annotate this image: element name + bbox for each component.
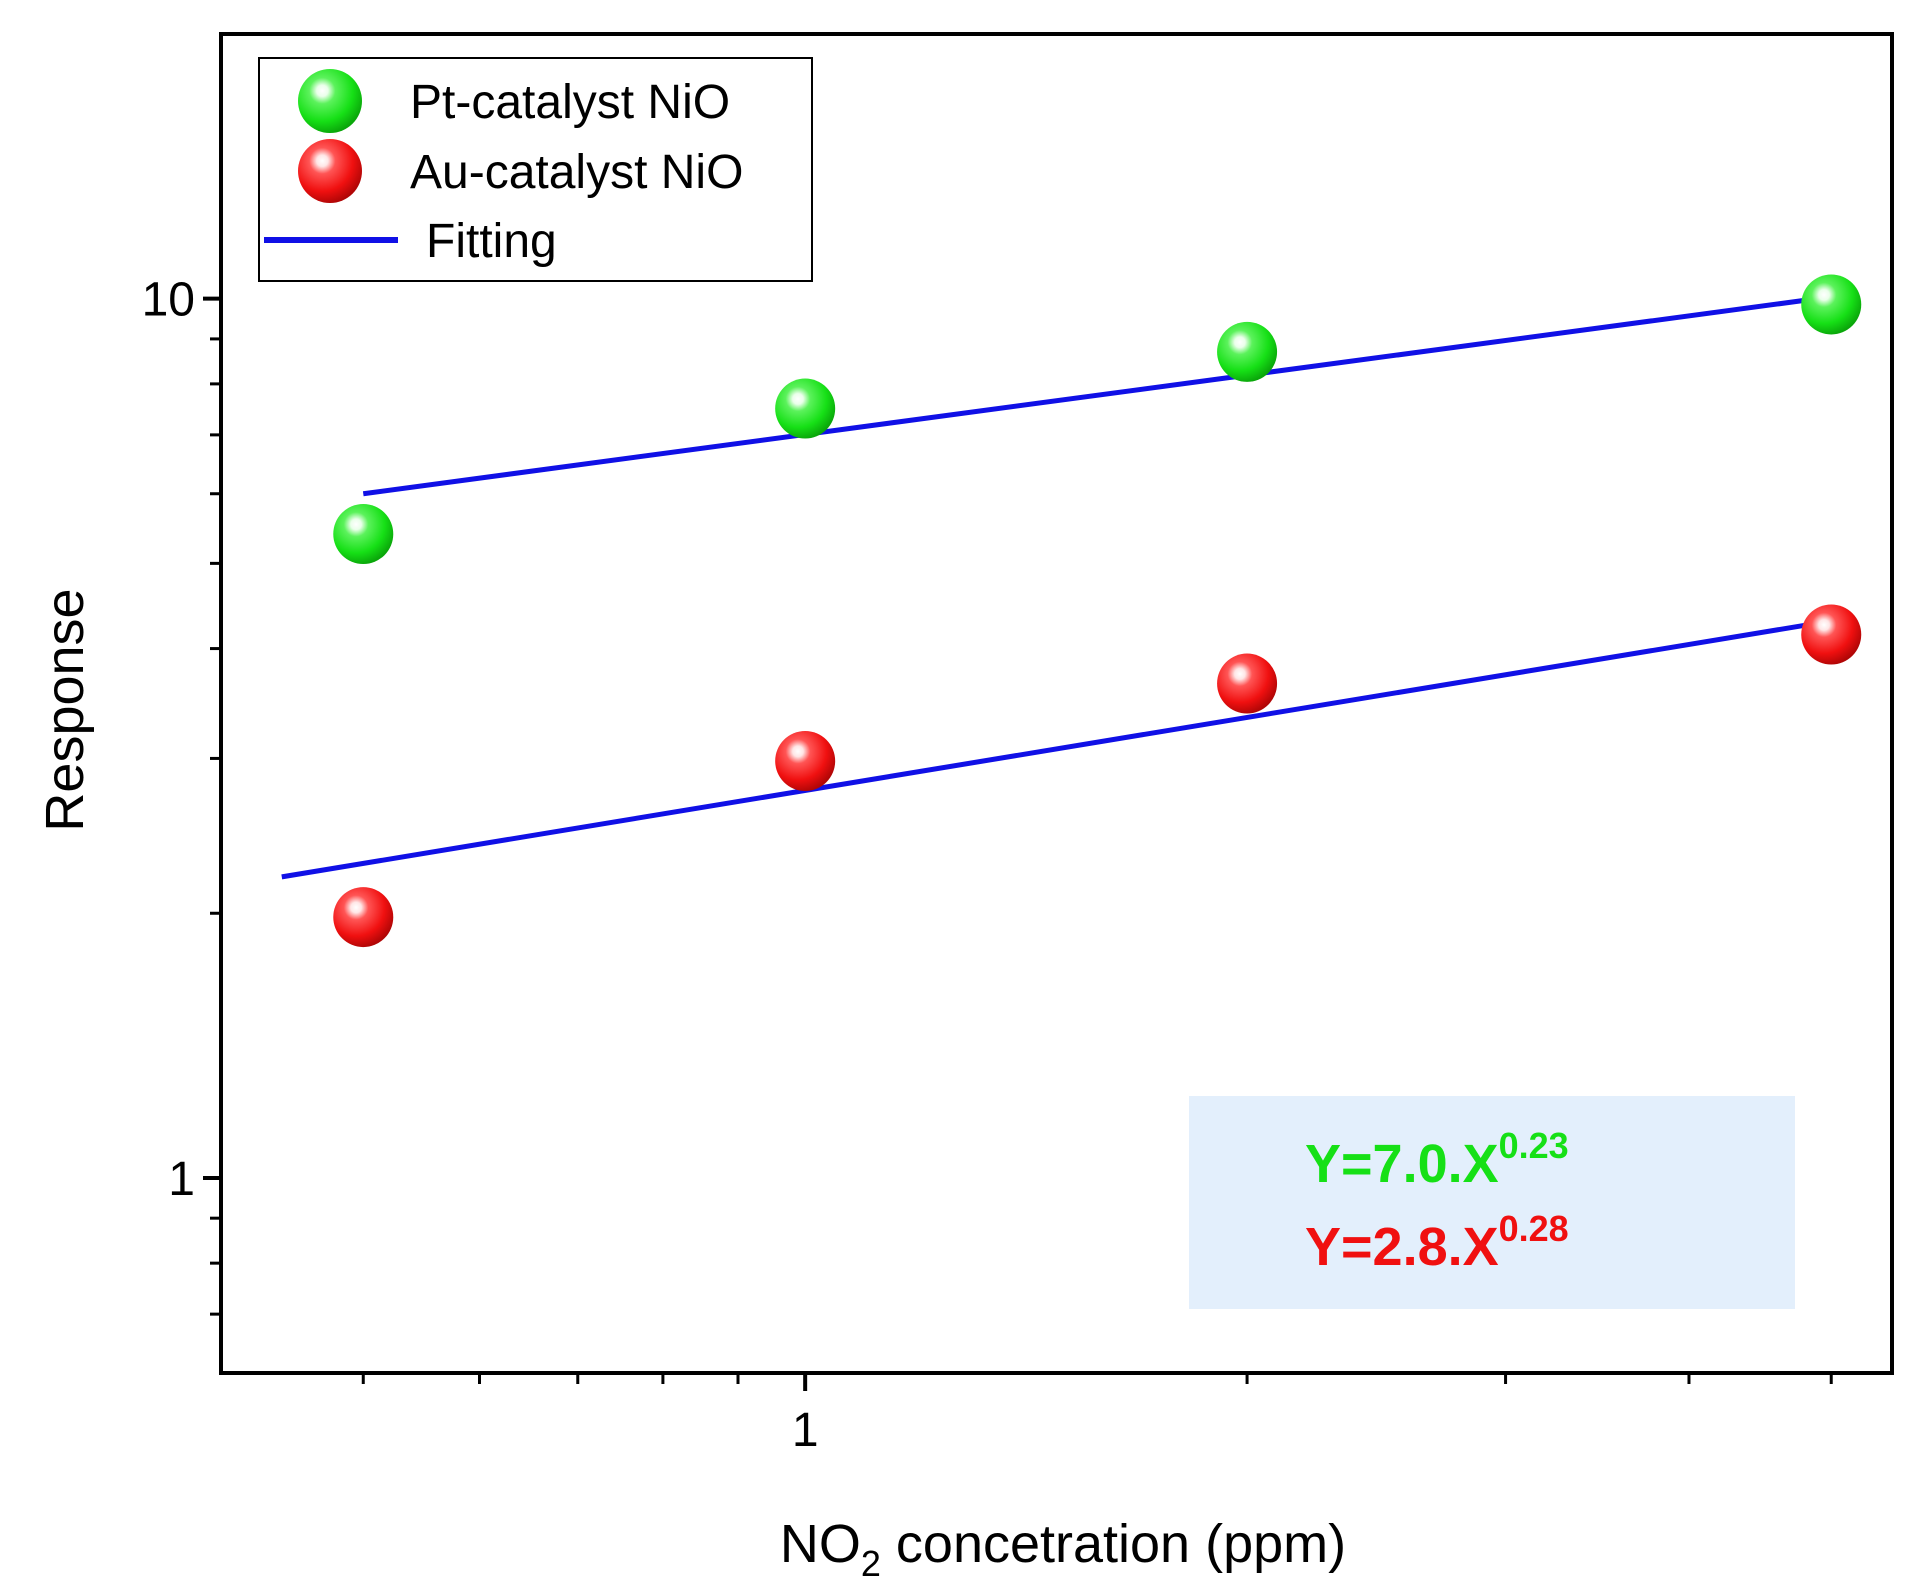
- equation-pt: Y=7.0.X0.23: [1305, 1125, 1569, 1194]
- legend-label-fit: Fitting: [426, 215, 557, 268]
- y-tick-label: 10: [142, 274, 195, 327]
- x-axis-label-main: NO: [780, 1514, 861, 1574]
- legend: Pt-catalyst NiO Au-catalyst NiO Fitting: [258, 57, 813, 282]
- fit-lines: [281, 294, 1832, 880]
- data-points: [333, 274, 1862, 948]
- data-point-au: [333, 887, 394, 948]
- legend-marker-pt: [298, 69, 362, 133]
- plot-frame: [219, 32, 1894, 1375]
- equation-au-base: Y=2.8.X: [1305, 1217, 1499, 1277]
- equation-box-background: [1189, 1096, 1795, 1309]
- x-axis-label-subscript: 2: [861, 1543, 881, 1582]
- x-tick-label: 1: [792, 1404, 819, 1457]
- equation-au: Y=2.8.X0.28: [1305, 1208, 1569, 1277]
- data-point-au: [775, 730, 836, 791]
- x-axis-label: NO2 concetration (ppm): [780, 1514, 1346, 1582]
- x-axis-ticks: 1: [361, 1373, 1833, 1457]
- y-tick-label: 1: [168, 1153, 195, 1206]
- y-axis-label: Response: [35, 588, 95, 831]
- legend-label-pt: Pt-catalyst NiO: [410, 76, 730, 129]
- equation-pt-base: Y=7.0.X: [1305, 1134, 1499, 1194]
- legend-label-au: Au-catalyst NiO: [410, 146, 743, 199]
- data-point-pt: [333, 503, 394, 564]
- data-point-au: [1217, 653, 1278, 714]
- equation-au-exponent: 0.28: [1499, 1208, 1569, 1249]
- equation-box: Y=7.0.X0.23 Y=2.8.X0.28: [1189, 1096, 1795, 1309]
- legend-marker-au: [298, 139, 362, 203]
- equation-pt-exponent: 0.23: [1499, 1125, 1569, 1166]
- x-axis-label-rest: concetration (ppm): [881, 1514, 1346, 1574]
- fit-line-au: [281, 618, 1832, 880]
- data-point-pt: [1217, 321, 1278, 382]
- y-axis-ticks: 1 10: [142, 274, 221, 1316]
- data-point-pt: [1801, 274, 1862, 335]
- data-point-au: [1801, 604, 1862, 665]
- data-point-pt: [775, 378, 836, 439]
- fit-line-pt: [362, 294, 1832, 497]
